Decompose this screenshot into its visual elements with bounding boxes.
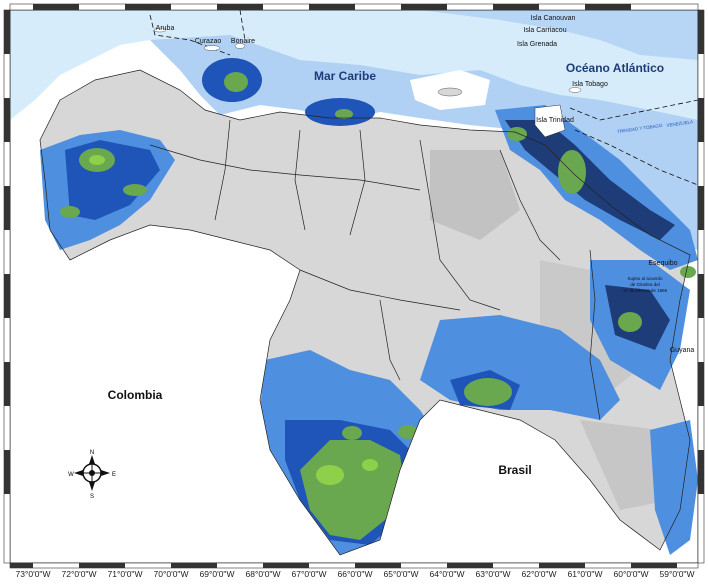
graticule-bottom: [9, 562, 699, 569]
relief-east: [430, 150, 520, 240]
precip-andes-green1-core: [89, 155, 105, 165]
label-isla-carriacou: Isla Carriacou: [523, 27, 566, 34]
precip-amazonas-green: [300, 440, 405, 540]
precip-delta-green1: [507, 127, 527, 141]
label-curazao: Curazao: [195, 38, 222, 45]
label-venezuela-maritime: VENEZUELA: [666, 119, 693, 128]
label-acuerdo-1: Sujeto al acuerdo: [627, 276, 663, 281]
lon-tick: 71°0'0"W: [108, 569, 143, 579]
graticule-left: [3, 9, 11, 564]
graticule-top: [9, 3, 699, 11]
precip-delta-green3: [680, 266, 696, 278]
label-esequibo: Esequibo: [648, 260, 677, 267]
compass-w: W: [68, 472, 74, 478]
state-borders: [39, 69, 691, 556]
lon-tick: 62°0'0"W: [522, 569, 557, 579]
precip-amazonas-green-top2: [398, 425, 418, 439]
label-isla-canouvan: Isla Canouvan: [531, 15, 576, 22]
label-colombia: Colombia: [108, 388, 163, 402]
brasil-area: [340, 400, 670, 563]
lon-tick: 72°0'0"W: [62, 569, 97, 579]
lon-tick: 61°0'0"W: [568, 569, 603, 579]
label-guyana: Guyana: [670, 347, 695, 354]
label-trinidad-tobago: TRINIDAD Y TOBAGO: [617, 123, 663, 134]
graticule-right: [697, 9, 705, 564]
maritime-borders: [149, 10, 698, 186]
precip-amazonas-green-top: [342, 426, 362, 440]
lon-tick: 67°0'0"W: [292, 569, 327, 579]
compass-rose-icon: N S W E: [68, 450, 116, 500]
label-acuerdo-2: de Ginebra del: [630, 282, 660, 287]
precip-bolivar-green: [464, 378, 512, 406]
compass-n: N: [90, 450, 94, 456]
precip-esequibo-green: [618, 312, 642, 332]
label-acuerdo-3: 17 de febrero de 1966: [623, 288, 668, 293]
precip-delta-core: [505, 120, 675, 240]
precip-falcon-green: [224, 72, 248, 92]
label-mar-caribe: Mar Caribe: [314, 69, 376, 83]
relief-south: [580, 420, 670, 510]
label-isla-tobago: Isla Tobago: [572, 81, 608, 88]
atlantic-deep-band: [420, 10, 698, 60]
precip-amazonas-bright: [316, 465, 344, 485]
isla-tobago: [568, 87, 582, 93]
lon-tick: 66°0'0"W: [338, 569, 373, 579]
precip-andes-green2: [123, 184, 147, 196]
lon-tick: 68°0'0"W: [246, 569, 281, 579]
precip-coast-center-green: [335, 109, 353, 119]
label-aruba: Aruba: [156, 25, 175, 32]
isla-bonaire: [234, 43, 246, 49]
longitude-labels: 73°0'0"W 72°0'0"W 71°0'0"W 70°0'0"W 69°0…: [16, 569, 695, 579]
label-brasil: Brasil: [498, 463, 531, 477]
lon-tick: 63°0'0"W: [476, 569, 511, 579]
lon-tick: 69°0'0"W: [200, 569, 235, 579]
precip-southeast: [650, 420, 698, 555]
isla-aruba: [153, 27, 167, 33]
lon-tick: 73°0'0"W: [16, 569, 51, 579]
lon-tick: 60°0'0"W: [614, 569, 649, 579]
isla-curazao: [203, 45, 221, 51]
isla-margarita: [437, 87, 463, 97]
isla-trinidad-shape: [534, 104, 566, 138]
place-labels: Aruba Curazao Bonaire Mar Caribe Isla Ca…: [108, 15, 695, 477]
map-body: [10, 10, 698, 563]
lon-tick: 65°0'0"W: [384, 569, 419, 579]
label-isla-grenada: Isla Grenada: [517, 41, 557, 48]
compass-e: E: [112, 472, 116, 478]
label-isla-trinidad: Isla Trinidad: [536, 117, 574, 124]
lon-tick: 59°0'0"W: [660, 569, 695, 579]
compass-s: S: [90, 494, 94, 500]
precip-amazonas-bright2: [362, 459, 378, 471]
label-bonaire: Bonaire: [231, 38, 255, 45]
lon-tick: 64°0'0"W: [430, 569, 465, 579]
label-oceano-atlantico: Océano Atlántico: [566, 61, 664, 75]
precip-andes-green3: [60, 206, 80, 218]
caribbean-band: [150, 35, 698, 250]
venezuela-land: [40, 70, 690, 555]
lon-tick: 70°0'0"W: [154, 569, 189, 579]
